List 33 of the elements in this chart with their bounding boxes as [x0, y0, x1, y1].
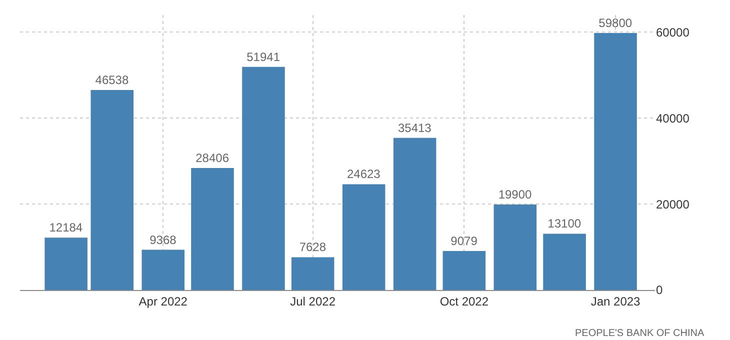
data-label: 19900	[498, 187, 532, 202]
bar	[494, 204, 537, 290]
x-tick-label: Jan 2023	[590, 294, 641, 308]
data-label: 13100	[548, 216, 582, 231]
x-tick-label: Oct 2022	[440, 294, 489, 308]
data-label: 59800	[598, 16, 632, 30]
bar	[342, 184, 386, 290]
y-tick-label: 0	[656, 283, 663, 298]
bar	[393, 138, 436, 290]
data-label: 46538	[95, 73, 129, 88]
data-label: 7628	[299, 240, 326, 254]
text: PEOPLE'S BANK OF CHINA	[575, 328, 704, 339]
data-label: 28406	[196, 150, 230, 165]
data-label: 24623	[346, 167, 381, 182]
bar	[44, 238, 88, 290]
data-label: 12184	[49, 220, 83, 235]
bar	[594, 33, 637, 290]
bar	[543, 234, 586, 290]
bar	[442, 250, 486, 290]
x-tick-label: Apr 2022	[138, 294, 188, 308]
data-label: 9368	[150, 232, 177, 247]
bar	[291, 257, 334, 290]
x-tick-label: Jul 2022	[290, 294, 336, 308]
bar	[242, 66, 285, 290]
bar	[90, 90, 134, 290]
data-label: 9079	[450, 234, 478, 248]
data-label: 35413	[398, 120, 432, 135]
bar	[191, 168, 234, 290]
data-label: 51941	[246, 50, 280, 64]
y-tick-label: 20000	[656, 197, 690, 212]
y-tick-label: 40000	[656, 111, 690, 126]
y-tick-label: 60000	[656, 25, 690, 40]
bar	[142, 250, 185, 290]
